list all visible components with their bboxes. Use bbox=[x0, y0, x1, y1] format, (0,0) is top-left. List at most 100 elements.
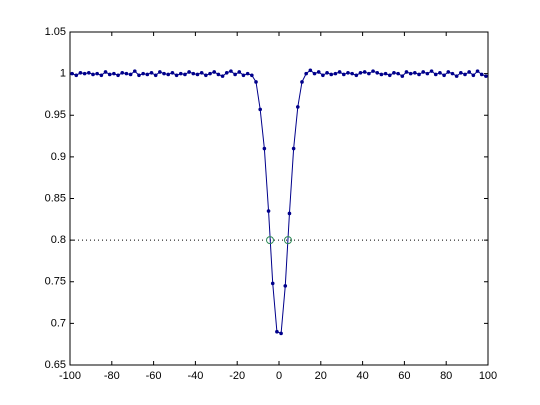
data-point bbox=[417, 72, 421, 77]
data-point bbox=[321, 73, 325, 78]
data-point bbox=[237, 70, 242, 74]
data-point bbox=[250, 73, 254, 78]
data-point bbox=[333, 71, 338, 76]
data-point bbox=[296, 105, 300, 109]
data-point bbox=[262, 146, 267, 151]
data-point bbox=[91, 72, 95, 77]
data-point bbox=[463, 72, 467, 77]
data-point bbox=[442, 73, 446, 78]
data-point bbox=[429, 69, 434, 73]
x-tick-label: -60 bbox=[146, 370, 162, 382]
data-point bbox=[387, 73, 392, 78]
data-point bbox=[162, 71, 166, 76]
data-point bbox=[287, 211, 292, 216]
data-point bbox=[479, 72, 484, 77]
data-point bbox=[362, 70, 367, 74]
y-tick-label: 1 bbox=[60, 68, 66, 80]
data-point bbox=[195, 72, 200, 77]
data-point bbox=[174, 73, 179, 78]
x-tick-label: 20 bbox=[315, 370, 327, 382]
data-point bbox=[208, 71, 212, 76]
data-point bbox=[132, 69, 137, 73]
y-tick-label: 0.65 bbox=[45, 359, 66, 371]
x-tick-label: 40 bbox=[356, 370, 368, 382]
data-point bbox=[216, 72, 221, 77]
data-point bbox=[258, 107, 262, 112]
data-point bbox=[375, 70, 380, 75]
data-point bbox=[137, 73, 141, 78]
data-point bbox=[450, 71, 455, 76]
data-point bbox=[103, 70, 108, 74]
data-point bbox=[70, 71, 74, 76]
data-point bbox=[124, 71, 129, 76]
data-point bbox=[467, 70, 471, 74]
data-point bbox=[371, 69, 375, 73]
data-point bbox=[341, 72, 346, 77]
data-point bbox=[316, 70, 321, 74]
data-point bbox=[337, 70, 342, 74]
data-point bbox=[153, 73, 158, 78]
x-tick-label: 100 bbox=[479, 370, 497, 382]
data-point bbox=[99, 73, 104, 78]
crossing-marker bbox=[266, 236, 275, 245]
data-point bbox=[438, 70, 442, 75]
data-point bbox=[358, 70, 363, 75]
data-point bbox=[379, 72, 384, 77]
x-tick-label: -40 bbox=[187, 370, 203, 382]
data-point bbox=[275, 329, 279, 334]
data-point bbox=[300, 80, 304, 84]
x-tick-label: -80 bbox=[104, 370, 120, 382]
data-point bbox=[308, 68, 313, 73]
data-point bbox=[383, 71, 388, 76]
data-point bbox=[454, 74, 459, 78]
data-point bbox=[149, 70, 154, 75]
data-point bbox=[254, 80, 258, 84]
data-point bbox=[141, 71, 145, 76]
data-point bbox=[266, 209, 271, 213]
data-line bbox=[71, 69, 487, 335]
data-point bbox=[475, 69, 480, 73]
x-tick-label: -100 bbox=[59, 370, 81, 382]
data-point bbox=[270, 281, 275, 286]
data-point bbox=[245, 71, 250, 76]
data-point bbox=[283, 284, 288, 288]
data-point bbox=[166, 72, 171, 77]
x-tick-label: 80 bbox=[440, 370, 452, 382]
data-point bbox=[107, 72, 112, 77]
data-point bbox=[413, 70, 417, 75]
data-point bbox=[329, 72, 334, 77]
data-point bbox=[325, 70, 329, 75]
data-point bbox=[187, 70, 191, 74]
x-tick-label: 60 bbox=[398, 370, 410, 382]
data-point bbox=[396, 71, 400, 76]
x-tick-label: -20 bbox=[229, 370, 245, 382]
data-point bbox=[404, 70, 409, 74]
data-point bbox=[279, 331, 283, 336]
data-point bbox=[304, 71, 308, 76]
y-tick-label: 0.7 bbox=[51, 317, 66, 329]
data-point bbox=[204, 73, 208, 78]
data-point bbox=[354, 73, 359, 78]
data-point bbox=[158, 70, 162, 74]
data-point bbox=[350, 71, 354, 76]
y-tick-label: 0.85 bbox=[45, 192, 66, 204]
y-tick-label: 1.05 bbox=[45, 26, 66, 38]
plot-area bbox=[69, 31, 489, 366]
crossing-marker bbox=[283, 236, 292, 245]
data-point bbox=[191, 71, 196, 76]
data-point bbox=[229, 69, 233, 73]
data-point bbox=[145, 72, 150, 77]
data-point bbox=[421, 70, 426, 74]
data-point bbox=[400, 74, 405, 78]
data-point bbox=[116, 73, 120, 78]
data-point bbox=[471, 73, 476, 78]
y-tick-label: 0.95 bbox=[45, 109, 66, 121]
data-point bbox=[183, 72, 187, 77]
data-point bbox=[78, 70, 83, 75]
x-tick-label: 0 bbox=[276, 370, 282, 382]
y-tick-label: 0.75 bbox=[45, 276, 66, 288]
data-point bbox=[199, 70, 204, 75]
y-tick-label: 0.8 bbox=[51, 234, 66, 246]
data-point bbox=[74, 73, 79, 78]
